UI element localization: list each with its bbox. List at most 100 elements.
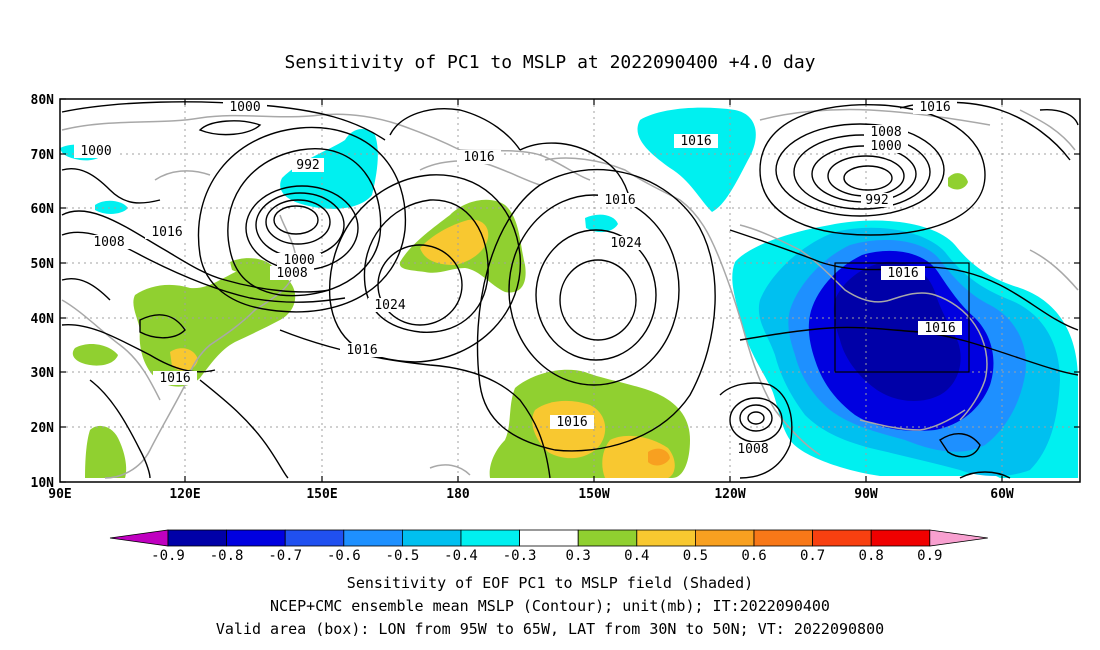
colorbar-cell (812, 529, 872, 547)
colorbar-label: -0.8 (210, 548, 244, 564)
contour-label-text: 1008 (276, 266, 307, 281)
shade-cyan-pacific-nw (637, 107, 756, 212)
colorbar-cell (401, 529, 462, 547)
caption-line-1: Sensitivity of EOF PC1 to MSLP field (Sh… (347, 574, 753, 592)
contour-label-1016-a: 1016 (145, 225, 189, 240)
shade-cyan-aleutian (585, 214, 618, 233)
contour-label-text: 1016 (346, 343, 377, 358)
contour-label-text: 1016 (463, 150, 494, 165)
lat-label: 80N (31, 93, 55, 108)
colorbar-label: -0.3 (503, 548, 537, 564)
contour-label-1016-h: 1016 (913, 100, 957, 115)
lat-label: 20N (31, 421, 55, 436)
colorbar-arrow-low (109, 529, 169, 547)
colorbar-arrow-high (929, 529, 988, 547)
contour-label-1016-g: 1016 (674, 134, 718, 149)
contour-label-1000-c: 1000 (277, 253, 321, 268)
contour-label-text: 1016 (887, 266, 918, 281)
lon-labels: 90E 120E 150E 180 150W 120W 90W 60W (48, 487, 1014, 502)
contour-label-992-b: 992 (861, 193, 893, 208)
shade-green-canada (948, 173, 968, 190)
colorbar-cell (460, 529, 520, 547)
shade-yellow-pacific2 (602, 435, 675, 478)
contour-label-text: 1016 (924, 321, 955, 336)
contour-label-text: 1000 (870, 139, 901, 154)
colorbar-label: -0.5 (386, 548, 420, 564)
colorbar-cell (343, 529, 403, 547)
contour-label-text: 1016 (604, 193, 635, 208)
contour-label-1016-e: 1016 (598, 193, 642, 208)
contour-label-1008-b: 1008 (270, 266, 314, 281)
colorbar-label: 0.9 (917, 548, 942, 564)
lat-label: 30N (31, 366, 55, 381)
contour-label-1000-d: 1000 (864, 139, 908, 154)
shade-green-north (230, 258, 272, 274)
shade-green-west (72, 344, 118, 366)
lon-label: 90W (854, 487, 878, 502)
contour-label-992-a: 992 (292, 158, 324, 173)
colorbar-cell (577, 529, 638, 547)
colorbar-cell (284, 529, 345, 547)
tick-marks (60, 98, 1080, 483)
lon-label: 150E (306, 487, 337, 502)
colorbar-label: 0.6 (741, 548, 766, 564)
coastlines (61, 108, 1079, 479)
contour-label-text: 1016 (151, 225, 182, 240)
map-title: Sensitivity of PC1 to MSLP at 2022090400… (284, 52, 815, 73)
shade-cyan-arctic (280, 128, 378, 209)
contour-label-1008-d: 1008 (864, 125, 908, 140)
contour-label-text: 1016 (680, 134, 711, 149)
contour-label-1016-j: 1016 (918, 321, 962, 336)
contour-label-1016-i: 1016 (881, 266, 925, 281)
contour-label-1024-b: 1024 (604, 236, 648, 251)
contour-label-1000-a: 1000 (223, 100, 267, 115)
contour-label-text: 1016 (159, 371, 190, 386)
colorbar-label: 0.8 (859, 548, 884, 564)
plot-frame (59, 98, 1081, 483)
valid-area-box (834, 262, 970, 373)
shade-cyan-small (95, 200, 128, 214)
contour-label-1016-c: 1016 (340, 343, 384, 358)
contour-label-text: 1016 (919, 100, 950, 115)
contour-label-text: 992 (865, 193, 888, 208)
colorbar-cell (695, 529, 755, 547)
colorbar-label: 0.5 (683, 548, 708, 564)
lat-label: 60N (31, 202, 55, 217)
shade-yellow-asia (170, 348, 198, 371)
plot-area (60, 99, 1080, 482)
shade-orange-pacific (648, 448, 670, 466)
caption-line-3: Valid area (box): LON from 95W to 65W, L… (216, 620, 884, 638)
contour-label-text: 1000 (283, 253, 314, 268)
lon-label: 180 (446, 487, 470, 502)
colorbar-label: 0.4 (624, 548, 649, 564)
lon-label: 60W (990, 487, 1014, 502)
lon-label: 150W (578, 487, 609, 502)
contour-label-1024-a: 1024 (368, 298, 412, 313)
contour-label-1016-b: 1016 (457, 150, 501, 165)
colorbar-label: -0.9 (151, 548, 185, 564)
lon-label: 120W (714, 487, 745, 502)
lat-label: 40N (31, 312, 55, 327)
contour-label-1016-d: 1016 (153, 371, 197, 386)
contour-label-text: 1024 (610, 236, 641, 251)
colorbar-cell (870, 529, 931, 547)
colorbar-label: -0.6 (327, 548, 361, 564)
contour-label-1008-a: 1008 (87, 235, 131, 250)
lon-label: 90E (48, 487, 71, 502)
lat-label: 10N (31, 476, 55, 491)
lat-labels: 80N 70N 60N 50N 40N 30N 20N 10N (31, 93, 55, 491)
colorbar-cell (636, 529, 696, 547)
lon-label: 120E (169, 487, 200, 502)
lat-label: 70N (31, 148, 55, 163)
contour-label-text: 1000 (229, 100, 260, 115)
contour-label-text: 992 (296, 158, 319, 173)
contour-label-text: 1024 (374, 298, 405, 313)
colorbar-labels: -0.9 -0.8 -0.7 -0.6 -0.5 -0.4 -0.3 0.3 0.4 0.5 0.6… (151, 548, 942, 564)
contour-label-text: 1008 (737, 442, 768, 457)
colorbar-cell (519, 529, 579, 547)
contour-label-1016-f: 1016 (550, 415, 594, 430)
shade-green-sw (85, 425, 127, 478)
colorbar-cell (753, 529, 813, 547)
contour-label-1000-b: 1000 (74, 144, 118, 159)
